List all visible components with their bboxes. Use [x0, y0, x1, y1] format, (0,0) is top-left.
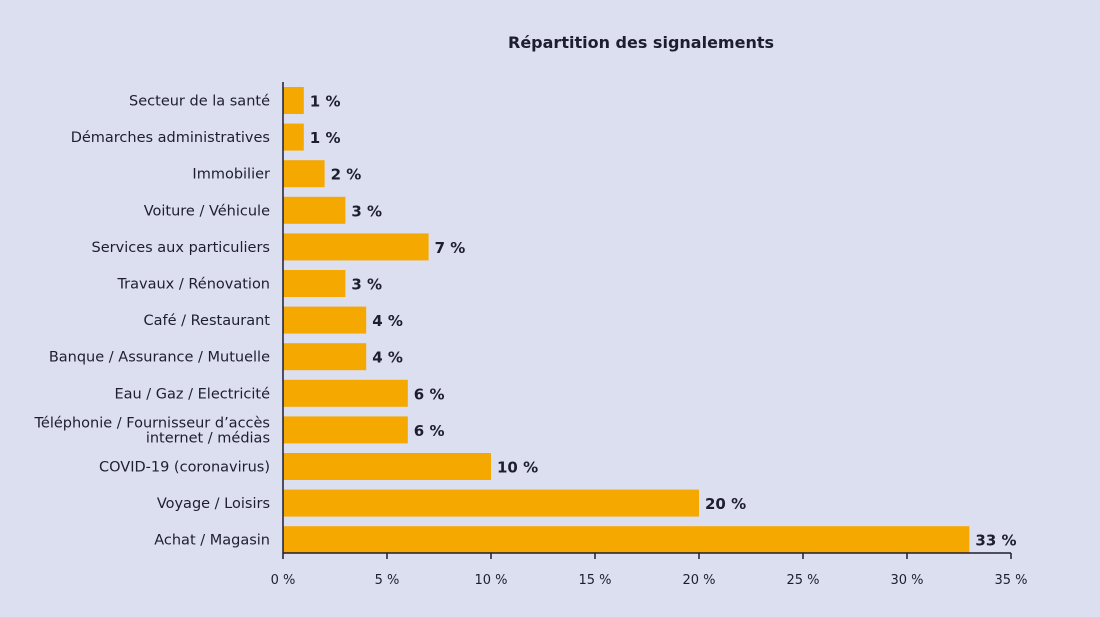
bar [283, 87, 304, 114]
value-label: 33 % [975, 532, 1016, 550]
value-label: 6 % [414, 385, 445, 403]
chart-title: Répartition des signalements [508, 33, 774, 52]
bar [283, 306, 367, 334]
bar [283, 123, 304, 151]
value-label: 7 % [435, 239, 466, 257]
axes: 0 % 5 % 10 % 15 % 20 % 25 % 30 % 35 % [271, 82, 1028, 588]
category-labels: Secteur de la santé Démarches administrat… [34, 94, 271, 549]
x-tick-label: 5 % [375, 573, 400, 588]
value-label: 10 % [497, 459, 538, 477]
bar [283, 343, 367, 371]
value-labels: 1 % 1 % 2 % 3 % 7 % 3 % 4 % 4 % 6 % 6 % 10 % 20 % 33… [310, 93, 1017, 550]
category-label: Immobilier [192, 167, 270, 183]
category-label: Eau / Gaz / Electricité [114, 386, 270, 402]
value-label: 4 % [372, 349, 403, 367]
bars-layer [283, 87, 970, 554]
x-tick-label: 15 % [578, 573, 611, 588]
value-label: 4 % [372, 312, 403, 330]
value-label: 6 % [414, 422, 445, 440]
bar [283, 379, 408, 407]
value-label: 1 % [310, 129, 341, 147]
category-label: Téléphonie / Fournisseur d’accès [34, 415, 271, 431]
category-label: Voiture / Véhicule [144, 203, 270, 219]
bar [283, 196, 346, 224]
bar [283, 526, 970, 554]
x-tick-label: 0 % [271, 573, 296, 588]
bar [283, 416, 408, 444]
x-tick-label: 25 % [786, 573, 819, 588]
category-label: Café / Restaurant [143, 313, 270, 329]
value-label: 1 % [310, 93, 341, 111]
category-label: COVID-19 (coronavirus) [99, 460, 270, 476]
bar [283, 489, 699, 517]
value-label: 3 % [351, 202, 382, 220]
x-tick-label: 10 % [474, 573, 507, 588]
x-tick-label: 35 % [994, 573, 1027, 588]
bar [283, 233, 429, 261]
value-label: 3 % [351, 276, 382, 294]
x-tick-label: 30 % [890, 573, 923, 588]
bar [283, 160, 325, 188]
category-label: Voyage / Loisirs [157, 496, 270, 512]
category-label: Secteur de la santé [129, 94, 270, 110]
category-label: Démarches administratives [71, 130, 270, 146]
x-tick-label: 20 % [682, 573, 715, 588]
value-label: 2 % [331, 166, 362, 184]
bar [283, 270, 346, 297]
value-label: 20 % [705, 495, 746, 513]
category-label: Banque / Assurance / Mutuelle [49, 350, 270, 366]
category-label: Achat / Magasin [154, 533, 270, 549]
category-label: Travaux / Rénovation [116, 277, 270, 293]
category-label: internet / médias [146, 430, 270, 446]
bar [283, 453, 491, 480]
category-label: Services aux particuliers [92, 240, 270, 256]
